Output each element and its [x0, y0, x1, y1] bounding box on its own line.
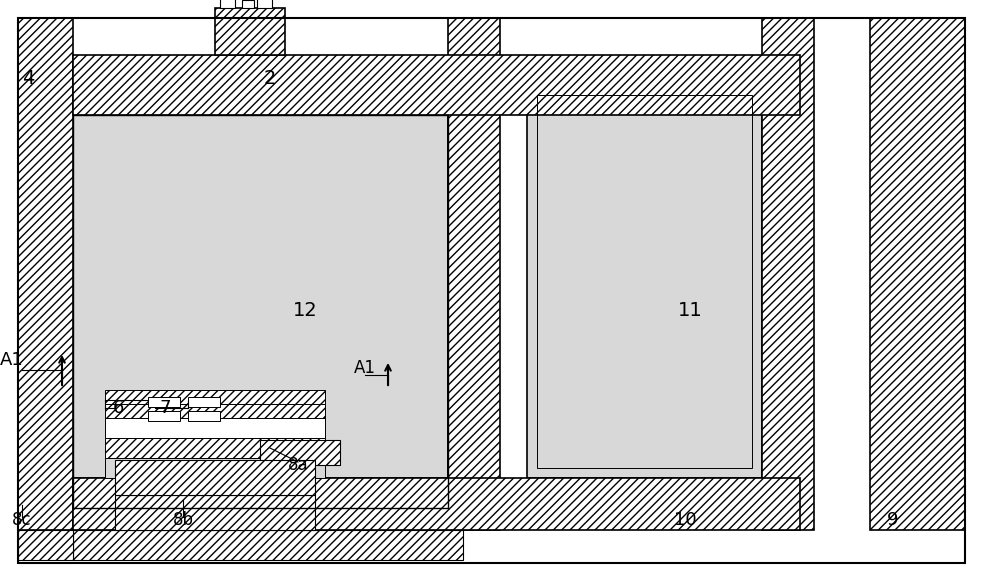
Text: 4: 4: [22, 68, 34, 88]
Text: 8a: 8a: [288, 456, 308, 474]
Bar: [537, 95, 752, 468]
Bar: [260, 440, 340, 465]
Bar: [18, 530, 73, 560]
Bar: [105, 438, 325, 458]
Bar: [762, 18, 814, 530]
Text: 8b: 8b: [173, 511, 194, 529]
Bar: [188, 411, 220, 421]
Bar: [188, 397, 220, 407]
Bar: [105, 404, 325, 418]
Bar: [105, 390, 325, 404]
Text: 9: 9: [887, 511, 899, 529]
Bar: [527, 85, 762, 478]
Text: A1: A1: [0, 351, 24, 369]
Bar: [18, 18, 73, 530]
Bar: [257, 0, 272, 8]
Bar: [73, 115, 448, 508]
Bar: [870, 18, 965, 530]
Bar: [215, 8, 285, 55]
Bar: [105, 418, 325, 438]
Text: 8c: 8c: [12, 511, 32, 529]
Bar: [73, 530, 463, 560]
Text: 12: 12: [293, 300, 317, 319]
Text: 7: 7: [159, 399, 171, 417]
Bar: [73, 478, 800, 530]
Bar: [115, 460, 315, 495]
Text: 2: 2: [264, 68, 276, 88]
Text: 10: 10: [674, 511, 696, 529]
Bar: [242, 0, 254, 8]
Bar: [73, 55, 800, 115]
Text: 11: 11: [678, 300, 702, 319]
Bar: [105, 458, 325, 478]
Bar: [448, 18, 500, 530]
Text: 6: 6: [112, 399, 124, 417]
Bar: [220, 0, 235, 8]
Bar: [148, 411, 180, 421]
Bar: [73, 115, 448, 478]
Bar: [115, 495, 315, 530]
Text: A1: A1: [354, 359, 376, 377]
Bar: [148, 397, 180, 407]
